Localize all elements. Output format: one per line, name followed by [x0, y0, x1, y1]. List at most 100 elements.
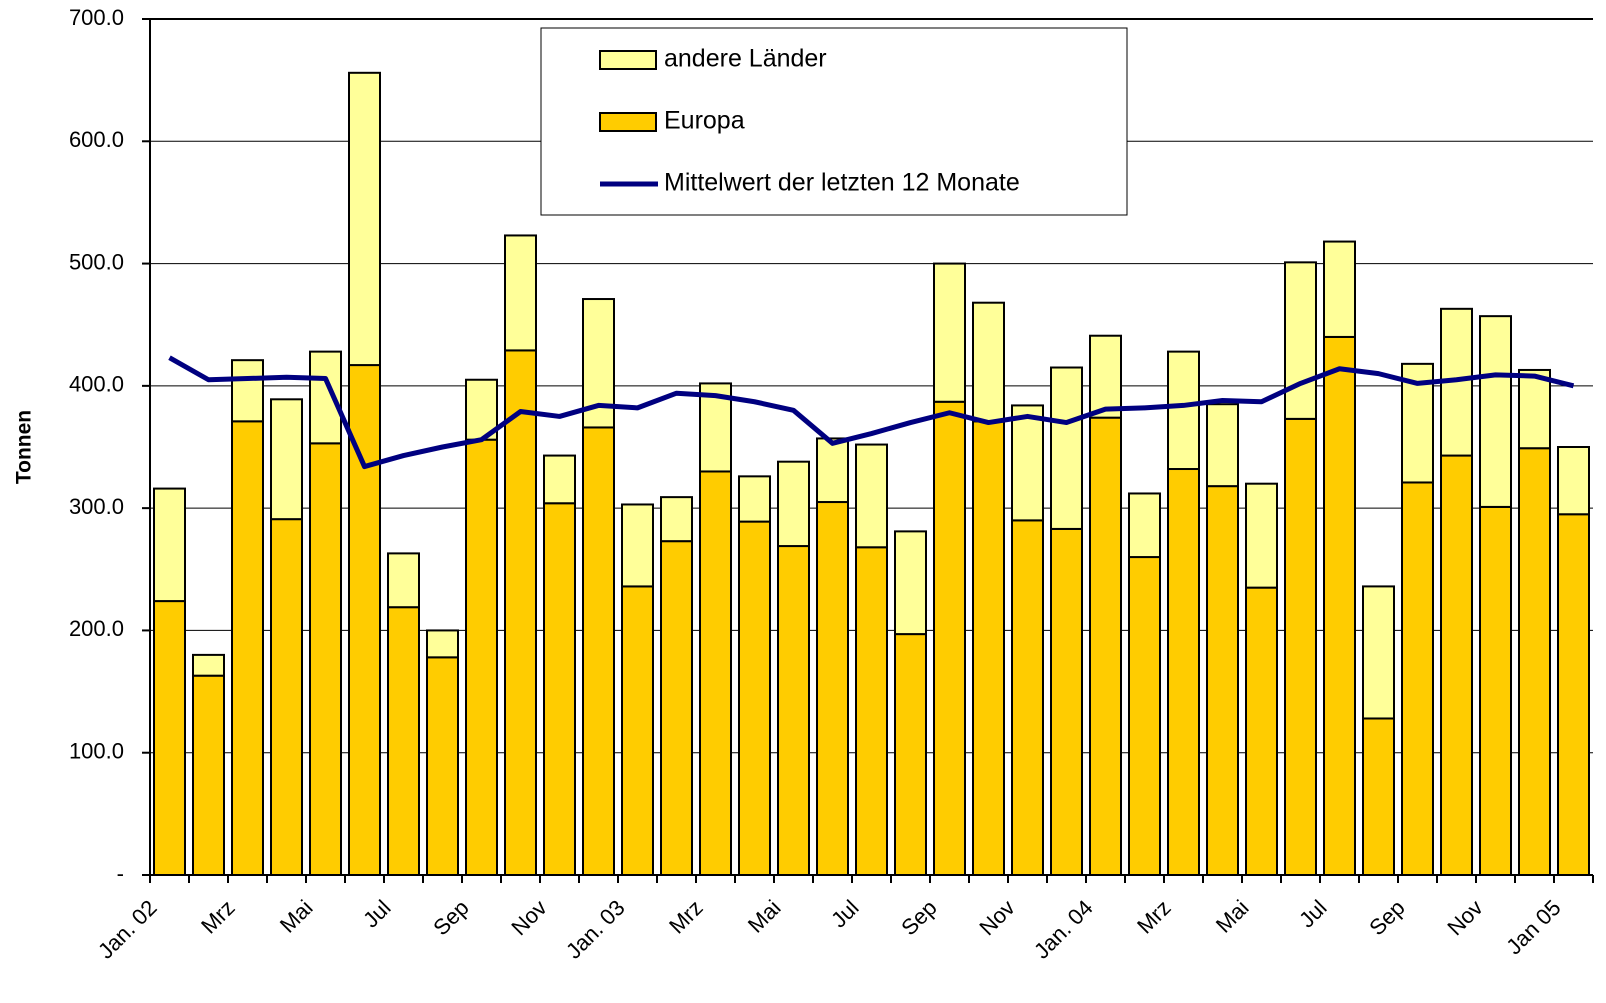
bar-segment — [1128, 556, 1161, 876]
bar-segment — [1440, 454, 1473, 876]
y-tick-label: 500.0 — [69, 249, 124, 274]
x-tick-label: Jul — [358, 895, 396, 933]
bar-segment — [231, 359, 264, 423]
x-tick-label: Jul — [826, 895, 864, 933]
bar-segment — [972, 420, 1005, 876]
x-tick-label: Sep — [428, 895, 473, 940]
bar-segment — [270, 518, 303, 876]
bar-segment — [153, 487, 186, 603]
bar-segment — [270, 398, 303, 521]
x-tick-label: Mai — [743, 895, 786, 938]
x-tick-label: Jan. 04 — [1029, 895, 1098, 964]
bar-segment — [738, 475, 771, 523]
average-line — [168, 355, 1575, 470]
x-tick-label: Jan. 02 — [93, 895, 162, 964]
x-tick-label: Mrz — [664, 895, 708, 939]
bar-segment — [387, 552, 420, 609]
bar-segment — [1284, 417, 1317, 876]
bar-segment — [1557, 513, 1590, 876]
bar-segment — [855, 546, 888, 876]
bar-segment — [1479, 505, 1512, 876]
bar-segment — [1479, 315, 1512, 508]
x-tick-label: Mrz — [1132, 895, 1176, 939]
bar-segment — [894, 633, 927, 877]
bar-segment — [1089, 334, 1122, 419]
y-tick-label: 400.0 — [69, 372, 124, 397]
bar-segment — [1401, 481, 1434, 876]
bar-segment — [1011, 404, 1044, 522]
bar-segment — [426, 656, 459, 876]
x-tick-label: Jul — [1294, 895, 1332, 933]
legend-label: andere Länder — [664, 45, 827, 73]
y-tick-label: 100.0 — [69, 739, 124, 764]
bar-segment — [309, 442, 342, 876]
x-tick-label: Jan. 03 — [561, 895, 630, 964]
x-tick-label: Nov — [974, 895, 1019, 940]
bar-segment — [972, 301, 1005, 423]
bar-segment — [504, 349, 537, 876]
bar-segment — [1245, 586, 1278, 877]
bar-segment — [1050, 527, 1083, 877]
x-tick-label: Sep — [1364, 895, 1409, 940]
bar-segment — [621, 585, 654, 876]
bar-segment — [816, 501, 849, 876]
bar-segment — [192, 653, 225, 677]
legend-label: Europa — [664, 107, 745, 135]
bar-segment — [387, 606, 420, 876]
bar-segment — [1089, 416, 1122, 876]
bar-segment — [1362, 717, 1395, 877]
y-tick-label: 300.0 — [69, 494, 124, 519]
bar-segment — [504, 234, 537, 352]
bar-segment — [1323, 335, 1356, 876]
bar-segment — [621, 503, 654, 588]
bar-segment — [699, 470, 732, 876]
bar-segment — [660, 496, 693, 543]
bar-segment — [1050, 366, 1083, 530]
bar-segment — [1557, 446, 1590, 516]
y-axis-label: Tonnen — [13, 410, 36, 484]
legend-swatch — [599, 50, 657, 70]
bar-segment — [1323, 240, 1356, 338]
bar-segment — [465, 438, 498, 876]
bar-segment — [1245, 482, 1278, 589]
bar-segment — [1284, 261, 1317, 420]
x-tick-label: Mrz — [196, 895, 240, 939]
bar-segment — [582, 426, 615, 876]
bar-segment — [816, 437, 849, 504]
bar-segment — [1167, 468, 1200, 876]
bar-segment — [1518, 368, 1551, 450]
bar-segment — [738, 520, 771, 876]
bar-segment — [777, 545, 810, 877]
y-tick-label: 700.0 — [69, 5, 124, 30]
bar-segment — [231, 420, 264, 876]
bar-segment — [1362, 585, 1395, 720]
legend-swatch — [599, 112, 657, 132]
bar-segment — [1167, 350, 1200, 471]
bar-segment — [426, 629, 459, 659]
bar-segment — [1518, 447, 1551, 876]
bar-segment — [933, 400, 966, 876]
bar-segment — [1206, 403, 1239, 488]
bar-segment — [660, 540, 693, 876]
bar-segment — [543, 502, 576, 876]
bar-segment — [855, 443, 888, 549]
bar-segment — [348, 71, 381, 367]
bar-segment — [777, 460, 810, 548]
bar-segment — [1011, 519, 1044, 876]
x-tick-label: Jan 05 — [1501, 895, 1565, 959]
x-tick-label: Sep — [896, 895, 941, 940]
bar-segment — [543, 454, 576, 505]
y-tick-label: 200.0 — [69, 616, 124, 641]
bar-segment — [1128, 492, 1161, 559]
x-tick-label: Nov — [506, 895, 551, 940]
bar-segment — [192, 674, 225, 876]
x-tick-label: Nov — [1442, 895, 1487, 940]
legend-label: Mittelwert der letzten 12 Monate — [664, 169, 1020, 197]
bar-segment — [1206, 485, 1239, 876]
x-tick-label: Mai — [275, 895, 318, 938]
x-tick-label: Mai — [1211, 895, 1254, 938]
bar-segment — [153, 600, 186, 877]
bar-segment — [933, 262, 966, 403]
y-tick-label: 600.0 — [69, 127, 124, 152]
